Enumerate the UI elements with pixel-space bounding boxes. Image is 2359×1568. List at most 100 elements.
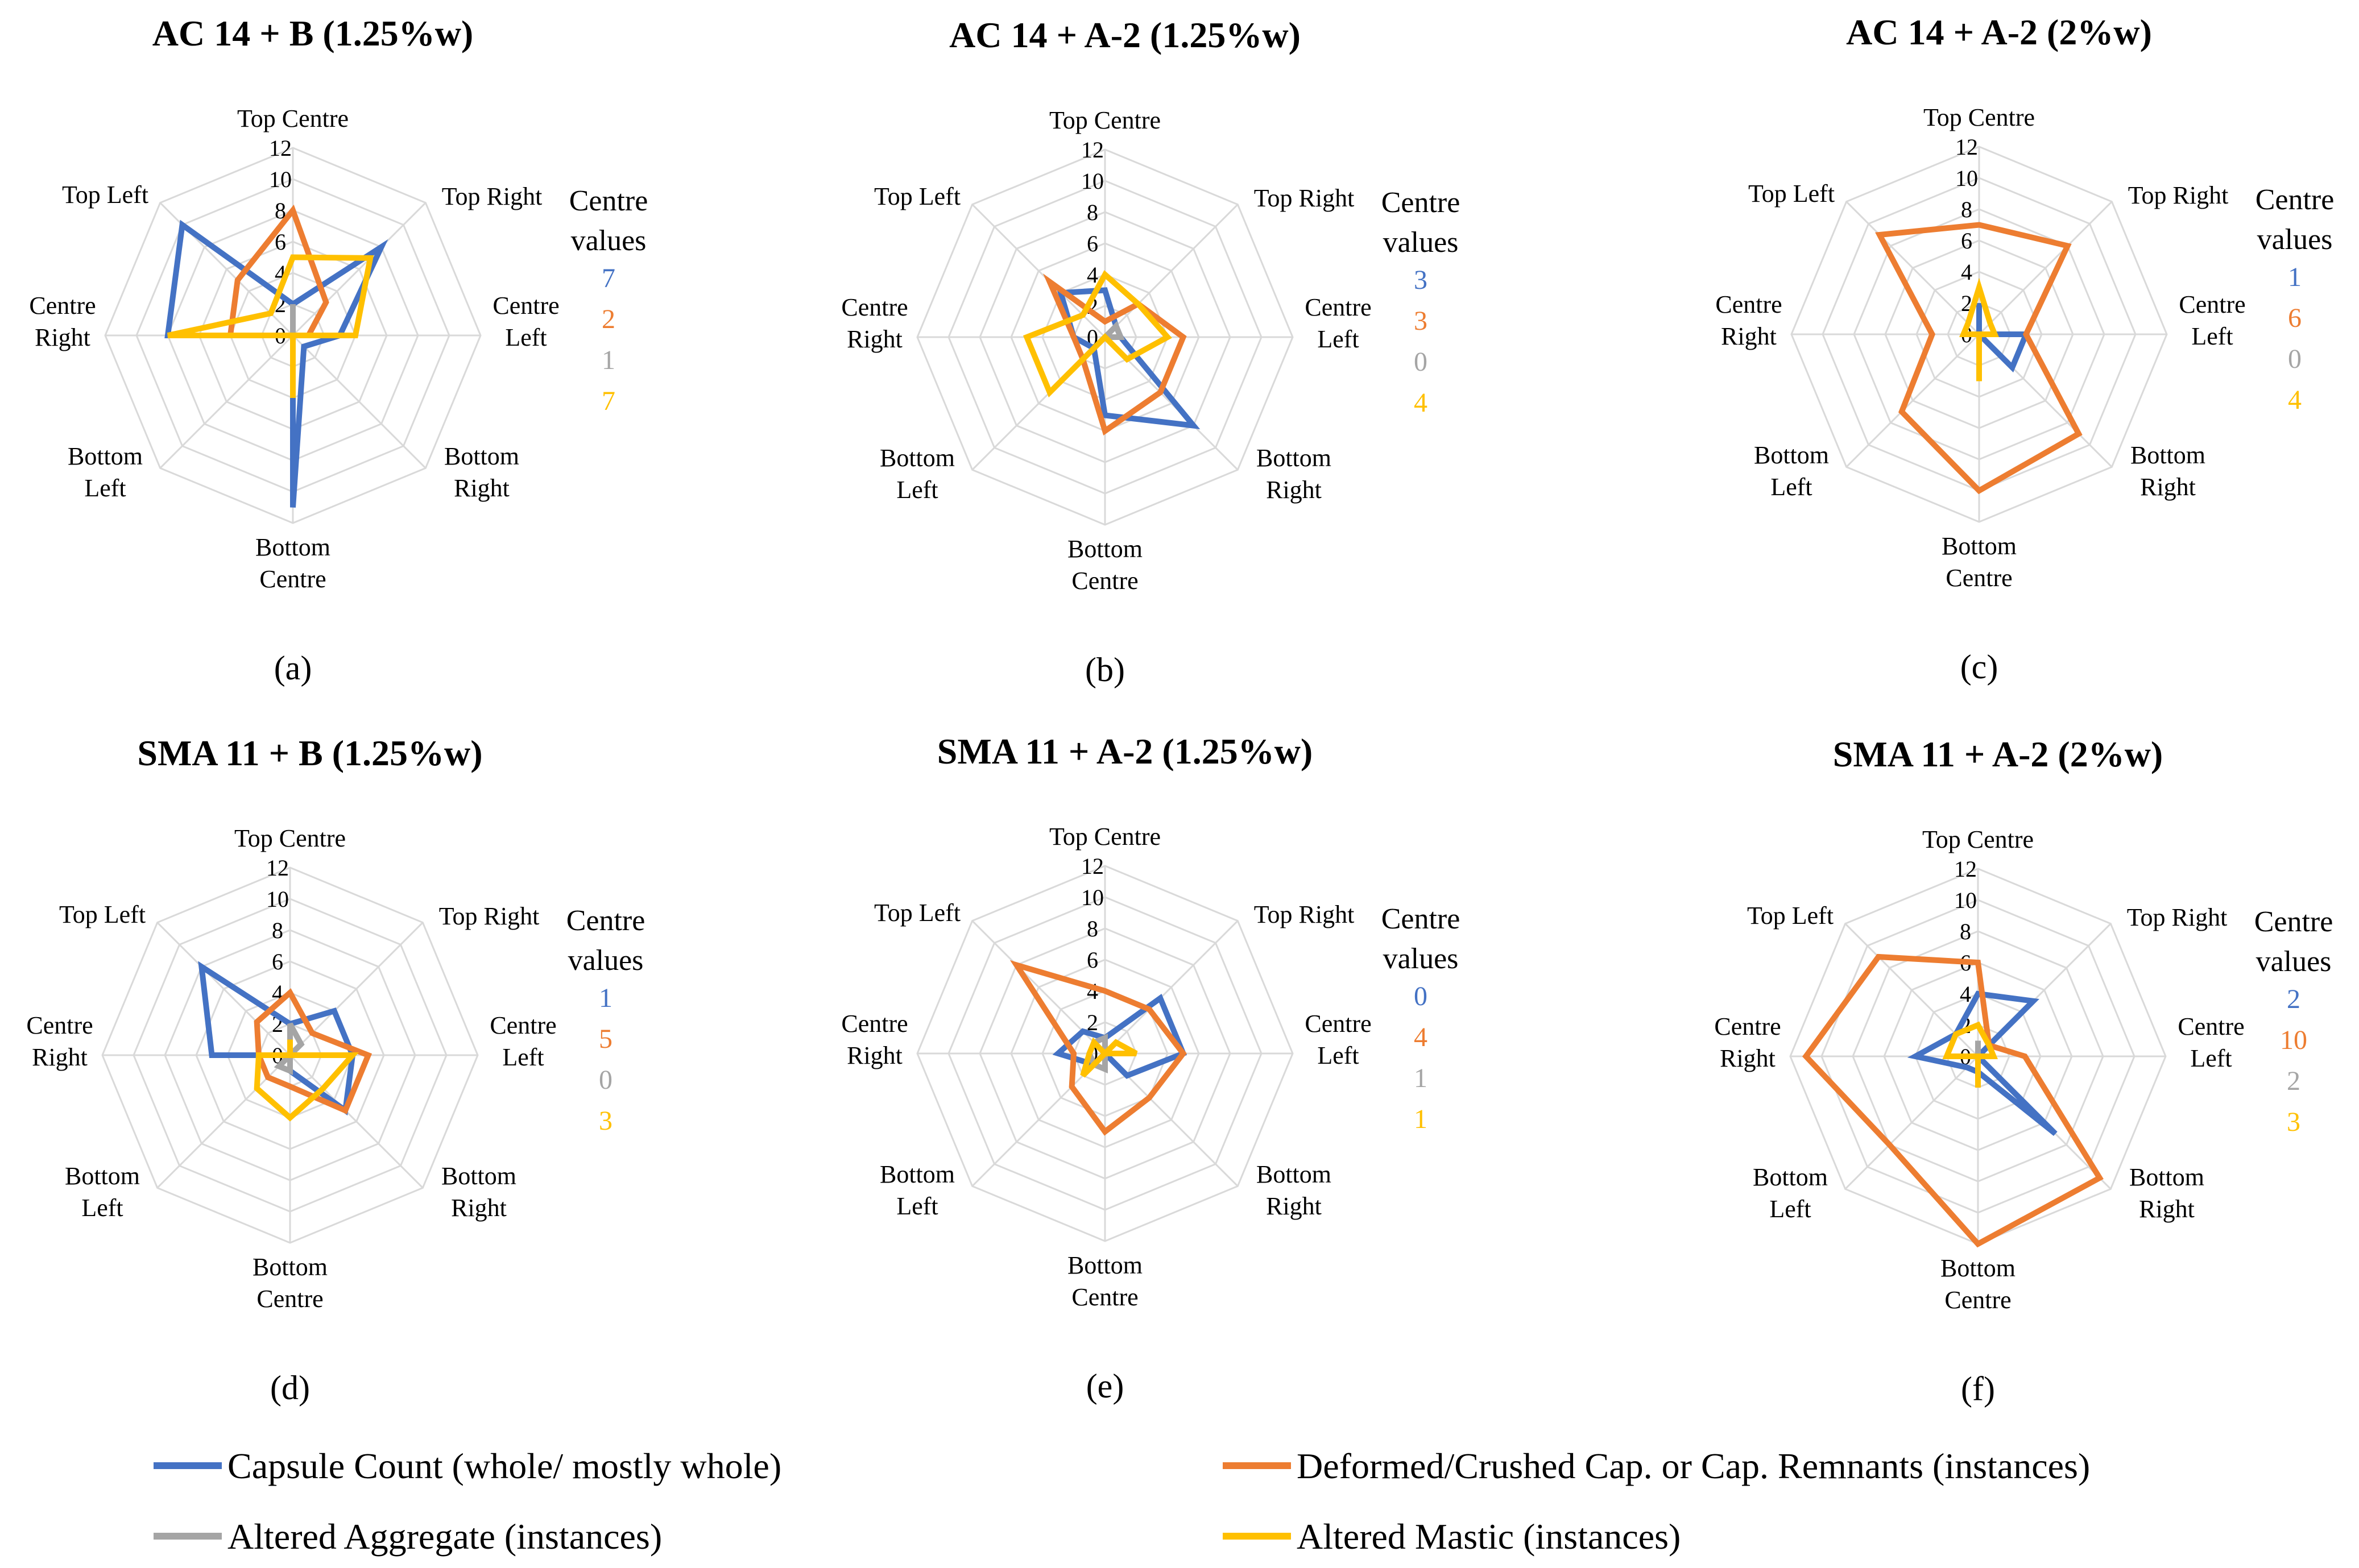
panel-letter: (a) [274,649,312,687]
axis-label: Bottom [255,533,330,561]
centre-value-aggregate: 1 [1414,1063,1427,1093]
tick-label: 12 [1955,134,1978,160]
tick-label: 12 [266,855,289,881]
legend-label: Capsule Count (whole/ mostly whole) [227,1446,781,1486]
tick-label: 2 [1087,1010,1098,1035]
tick-label: 12 [1081,853,1104,879]
tick-label: 8 [1961,197,1972,222]
tick-label: 12 [269,135,292,161]
axis-label: Right [1266,1192,1322,1220]
grid-spoke [292,202,427,337]
axis-label: Bottom [1256,444,1331,472]
grid-spoke [1844,1055,1979,1190]
axis-label: Bottom [2129,1163,2204,1191]
tick-label: 10 [1081,885,1104,910]
tick-label: 12 [1954,856,1977,882]
series-line-deformed [1009,960,1187,1136]
axis-label: Bottom [880,1160,955,1188]
grid-spoke [292,334,427,469]
grid-spoke [156,1054,291,1189]
panel-title: AC 14 + B (1.25%w) [152,13,473,53]
axis-label: Top Centre [1923,103,2035,131]
centre-values-heading: values [568,944,644,977]
axis-label: Bottom [1256,1160,1331,1188]
centre-values-heading: values [2257,223,2333,256]
grid-spoke [1845,333,1980,468]
axis-label: Bottom [65,1162,140,1190]
axis-label: Top Right [439,902,540,930]
grid-spoke [159,334,294,469]
axis-label: Right [32,1043,88,1071]
axis-label: Right [454,474,510,502]
series-line-capsule [1976,303,2030,373]
centre-value-capsule: 1 [2288,262,2302,292]
centre-value-mastic: 3 [2287,1107,2300,1137]
panel-title: SMA 11 + A-2 (1.25%w) [937,731,1313,771]
grid-spoke [289,1054,424,1189]
tick-label: 8 [272,918,283,943]
axis-label: Top Left [1748,180,1835,208]
tick-label: 4 [1961,259,1972,285]
centre-value-mastic: 3 [599,1106,612,1136]
panel-title: SMA 11 + A-2 (2%w) [1833,734,2163,774]
series-line-mastic [1080,1037,1138,1078]
grid-spoke [289,922,424,1056]
panel-letter: (d) [270,1369,310,1407]
panel-letter: (c) [1960,648,1998,686]
tick-label: 8 [1960,919,1971,944]
axis-label: Right [1266,476,1322,504]
centre-value-aggregate: 0 [599,1065,612,1095]
centre-value-mastic: 7 [602,386,615,416]
axis-label: Bottom [1942,532,2017,560]
centre-value-deformed: 5 [599,1024,612,1054]
axis-label: Top Left [874,899,961,927]
series-line-deformed [254,988,373,1114]
series-line-mastic [1023,270,1172,398]
axis-label: Right [2140,473,2196,501]
centre-value-deformed: 4 [1414,1022,1427,1052]
axis-label: Centre [1715,291,1782,318]
tick-label: 8 [1087,916,1098,941]
axis-label: Left [84,474,126,502]
axis-label: Top Right [442,182,543,210]
centre-value-capsule: 3 [1414,265,1427,295]
legend-label: Altered Mastic (instances) [1297,1516,1681,1557]
axis-label: Left [2190,1044,2232,1072]
centre-value-capsule: 0 [1414,981,1427,1011]
panel-letter: (b) [1085,651,1125,688]
axis-label: Top Centre [1049,106,1161,134]
legend-label: Altered Aggregate (instances) [227,1516,662,1557]
axis-label: Right [1720,1044,1776,1072]
centre-values-heading: values [571,225,647,257]
axis-label: Left [1769,1195,1811,1223]
axis-label: Centre [259,565,326,593]
axis-label: Left [896,476,938,504]
axis-label: Bottom [1940,1254,2016,1282]
grid-spoke [1978,201,2113,335]
tick-label: 6 [1961,228,1972,254]
centre-value-aggregate: 0 [2288,344,2302,374]
axis-label: Centre [1946,564,2012,592]
axis-label: Top Left [1747,902,1834,930]
axis-label: Top Right [1254,901,1355,928]
axis-label: Right [2139,1195,2195,1223]
legend-label: Deformed/Crushed Cap. or Cap. Remnants (… [1297,1446,2090,1486]
tick-label: 10 [1081,168,1104,194]
centre-value-deformed: 10 [2280,1025,2307,1055]
axis-label: Left [2191,322,2233,350]
axis-label: Bottom [880,444,955,472]
axis-label: Top Left [874,182,961,210]
tick-label: 10 [1955,165,1978,191]
axis-label: Left [1770,473,1812,501]
tick-label: 10 [269,167,292,192]
grid-spoke [1845,201,1980,335]
axis-label: Centre [29,292,96,320]
axis-label: Centre [1714,1013,1781,1040]
axis-label: Left [81,1194,123,1222]
axis-label: Left [505,323,547,351]
axis-label: Left [896,1192,938,1220]
grid-spoke [1844,923,1979,1057]
centre-value-capsule: 2 [2287,984,2300,1014]
